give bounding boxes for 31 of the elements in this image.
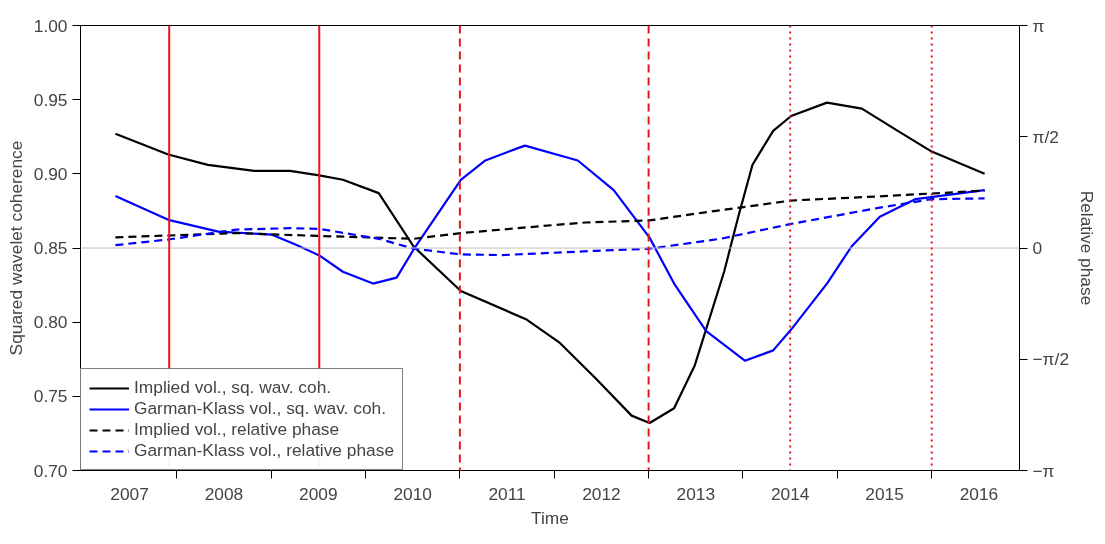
y-tick-label: 0.90 bbox=[33, 163, 68, 184]
y2-tick-label: −π/2 bbox=[1032, 349, 1070, 370]
x-tick-label: 2014 bbox=[770, 483, 810, 504]
x-tick-label: 2013 bbox=[676, 483, 716, 504]
x-tick-label: 2012 bbox=[582, 483, 621, 504]
y-tick-label: 0.85 bbox=[33, 238, 68, 258]
legend-label: Implied vol., sq. wav. coh. bbox=[134, 377, 332, 398]
y2-tick-label: π bbox=[1032, 15, 1045, 36]
y2-tick-label: 0 bbox=[1032, 238, 1043, 258]
x-tick-label: 2007 bbox=[110, 483, 149, 504]
x-tick-label: 2010 bbox=[393, 483, 432, 504]
x-tick-label: 2011 bbox=[488, 483, 526, 504]
legend-label: Garman-Klass vol., sq. wav. coh. bbox=[134, 398, 386, 419]
y-tick-label: 0.95 bbox=[33, 89, 68, 110]
line-series bbox=[114, 144, 986, 362]
x-tick-label: 2016 bbox=[959, 483, 999, 504]
line-series bbox=[114, 101, 986, 425]
legend-label: Implied vol., relative phase bbox=[134, 419, 340, 440]
legend-label: Garman-Klass vol., relative phase bbox=[134, 440, 395, 461]
y2-tick-label: −π bbox=[1032, 460, 1055, 481]
x-tick-label: 2009 bbox=[299, 483, 338, 504]
y2-axis-title: Relative phase bbox=[1077, 190, 1098, 306]
y-tick-label: 0.70 bbox=[33, 460, 68, 481]
x-tick-label: 2008 bbox=[204, 483, 244, 504]
y2-tick-label: π/2 bbox=[1032, 126, 1059, 147]
x-tick-label: 2015 bbox=[865, 483, 904, 504]
y-tick-label: 1.00 bbox=[33, 15, 68, 36]
x-axis-title: Time bbox=[531, 507, 569, 528]
y-tick-label: 0.80 bbox=[33, 312, 68, 333]
y-axis-title: Squared wavelet coherence bbox=[5, 140, 26, 356]
y-tick-label: 0.75 bbox=[33, 386, 68, 407]
